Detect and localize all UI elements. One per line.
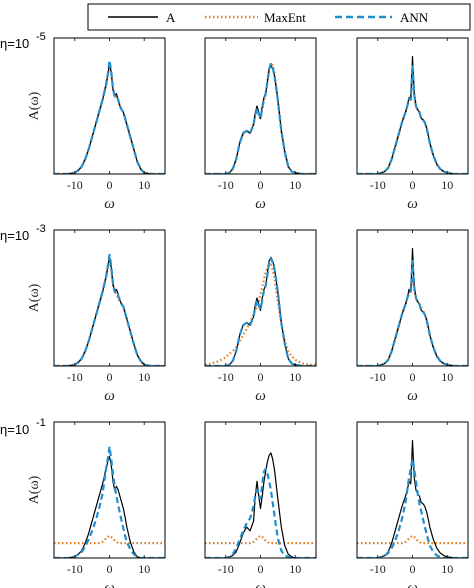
series-maxent-line (357, 534, 468, 545)
x-axis-label: ω (407, 580, 418, 588)
panel-frame (53, 229, 166, 367)
legend-label-a: A (166, 10, 176, 25)
x-tick-label: -10 (370, 178, 386, 192)
legend-box (87, 3, 471, 31)
panel-1-2: -10 0 10 ω (356, 229, 469, 404)
series-ann-line (54, 253, 165, 366)
x-axis-label: ω (255, 196, 266, 212)
series-ann-line (357, 64, 468, 174)
row-label-1: η=10 -3 (0, 223, 46, 243)
x-tick-label: 0 (410, 178, 416, 192)
panel-0-0: -10 0 10 ω A(ω) (27, 37, 166, 212)
panel-2-1: -10 0 10 ω (204, 421, 317, 588)
series-maxent-line (205, 534, 316, 545)
legend-label-ann: ANN (400, 10, 429, 25)
series-a-line (357, 247, 468, 366)
panel-0-2: -10 0 10 ω (356, 37, 469, 212)
x-tick-label: -10 (67, 178, 83, 192)
row-label-exponent: -1 (36, 417, 46, 429)
x-tick-label: 10 (441, 562, 453, 576)
row-label-exponent: -3 (36, 223, 46, 235)
series-ann-line (205, 467, 316, 558)
row-label-eta: η=10 (0, 36, 29, 51)
x-tick-label: 0 (410, 370, 416, 384)
x-tick-label: -10 (67, 562, 83, 576)
x-tick-label: 0 (107, 370, 113, 384)
x-axis-label: ω (104, 388, 115, 404)
x-tick-label: -10 (67, 370, 83, 384)
panel-frame (53, 421, 166, 559)
panel-0-1: -10 0 10 ω (204, 37, 317, 212)
panel-2-0: -10 0 10 ω A(ω) (27, 421, 166, 588)
y-axis-label: A(ω) (27, 475, 42, 504)
series-maxent-line (54, 259, 165, 366)
panel-1-0: -10 0 10 ω A(ω) (27, 229, 166, 404)
series-maxent-line (357, 275, 468, 366)
x-tick-label: -10 (370, 370, 386, 384)
series-a-line (54, 256, 165, 366)
x-tick-label: 10 (441, 178, 453, 192)
x-tick-label: 0 (410, 562, 416, 576)
row-label-eta: η=10 (0, 422, 29, 437)
panel-frame (204, 229, 317, 367)
series-maxent-line (54, 534, 165, 545)
x-axis-label: ω (407, 388, 418, 404)
series-ann-line (54, 59, 165, 174)
series-maxent-line (205, 263, 316, 366)
x-axis-label: ω (255, 580, 266, 588)
row-label-eta: η=10 (0, 228, 29, 243)
x-tick-label: 10 (289, 178, 301, 192)
series-ann-line (205, 62, 316, 174)
series-maxent-line (357, 67, 468, 174)
y-axis-label: A(ω) (27, 283, 42, 312)
x-tick-label: 10 (441, 370, 453, 384)
series-ann-line (54, 445, 165, 558)
x-tick-label: 10 (138, 370, 150, 384)
x-tick-label: -10 (218, 178, 234, 192)
x-tick-label: 10 (289, 562, 301, 576)
x-tick-label: -10 (218, 562, 234, 576)
series-a-line (205, 256, 316, 366)
series-a-line (205, 64, 316, 174)
x-tick-label: 0 (258, 562, 264, 576)
x-axis-label: ω (104, 580, 115, 588)
series-ann-line (357, 259, 468, 366)
legend-label-maxent: MaxEnt (264, 10, 306, 25)
x-axis-label: ω (104, 196, 115, 212)
row-label-2: η=10 -1 (0, 417, 46, 437)
x-tick-label: -10 (370, 562, 386, 576)
x-tick-label: 10 (138, 178, 150, 192)
x-axis-label: ω (255, 388, 266, 404)
panel-1-1: -10 0 10 ω (204, 229, 317, 404)
panel-2-2: -10 0 10 ω (356, 421, 469, 588)
x-tick-label: 0 (258, 178, 264, 192)
series-ann-line (357, 457, 468, 558)
y-axis-label: A(ω) (27, 91, 42, 120)
series-a-line (54, 62, 165, 174)
x-axis-label: ω (407, 196, 418, 212)
series-a-line (357, 439, 468, 558)
x-tick-label: 10 (289, 370, 301, 384)
row-label-exponent: -5 (36, 31, 46, 43)
series-maxent-line (54, 64, 165, 174)
x-tick-label: 10 (138, 562, 150, 576)
x-tick-label: 0 (107, 562, 113, 576)
series-a-line (205, 452, 316, 558)
x-tick-label: -10 (218, 370, 234, 384)
panel-frame (53, 37, 166, 175)
panel-frame (204, 37, 317, 175)
x-tick-label: 0 (258, 370, 264, 384)
legend: A MaxEnt ANN (87, 3, 471, 31)
x-tick-label: 0 (107, 178, 113, 192)
series-ann-line (205, 257, 316, 366)
row-label-0: η=10 -5 (0, 31, 46, 51)
